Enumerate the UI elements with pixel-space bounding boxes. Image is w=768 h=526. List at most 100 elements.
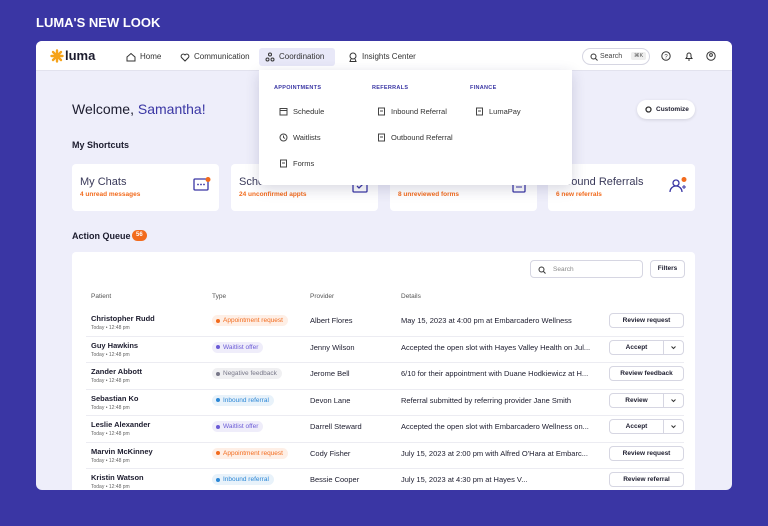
shortcut-card[interactable]: My Chats 4 unread messages [72,164,219,211]
shortcut-card[interactable]: Inbound Referrals 6 new referrals [548,164,695,211]
card-subtitle: 4 unread messages [80,191,141,198]
patient-name: Kristin Watson [91,473,144,482]
action-menu[interactable] [663,392,684,408]
action-menu[interactable] [663,419,684,434]
type-dot [216,477,220,482]
shortcuts-title: My Shortcuts [72,140,130,150]
action-button[interactable]: Accept [609,419,664,434]
row-time: Today • 12:48 pm [91,404,130,411]
icon [193,177,211,191]
queue-panel: Search Filters Patient Type Provider Detail… [72,252,695,490]
row-divider [86,441,684,443]
app-window: luma Home Communication Coordination Insigh… [36,41,732,490]
greeting: Welcome, [72,101,134,117]
row-divider [86,335,684,337]
card-title: My Chats [80,176,127,188]
action-button[interactable]: Review referral [609,472,684,487]
dropdown-item[interactable]: LumaPay [475,107,521,116]
row-time: Today • 12:48 pm [91,457,130,464]
nav-item[interactable]: Coordination [259,48,335,66]
action-button[interactable]: Accept [609,339,664,355]
column-header: Details [401,293,421,300]
action-button[interactable]: Review request [609,445,684,461]
action-button[interactable]: Review request [609,313,684,328]
column-header: Provider [310,293,335,300]
type-dot [216,345,220,349]
type-pill: Waitlist offer [212,421,264,432]
dropdown-item[interactable]: Waitlists [279,133,321,142]
bell-icon[interactable] [684,51,694,61]
type-pill: Inbound referral [212,394,274,406]
row-divider [86,388,684,390]
provider: Darrell Steward [310,422,362,431]
provider: Bessie Cooper [310,475,360,484]
type-pill: Appointment request [212,447,288,459]
action-button[interactable]: Review [609,392,664,408]
details: Accepted the open slot with Hayes Valley… [401,342,591,352]
dropdown-item[interactable]: Inbound Referral [377,107,447,116]
nav-item[interactable]: Home [120,48,167,66]
type-dot [216,318,220,323]
action-button[interactable]: Review feedback [609,366,684,381]
icon [279,133,288,142]
help-icon[interactable]: ? [661,51,671,61]
card-subtitle: 8 unreviewed forms [398,191,460,198]
action-menu[interactable] [663,339,684,355]
column-header: Type [212,293,227,300]
row-time: Today • 12:48 pm [91,378,130,384]
patient-name: Zander Abbott [91,367,142,376]
provider: Cody Fisher [310,448,351,458]
patient-name: Christopher Rudd [91,314,155,323]
details: July 15, 2023 at 2:00 pm with Alfred O'H… [401,448,588,458]
dropdown-heading: APPOINTMENTS [274,85,322,91]
icon [280,159,287,168]
row-divider [86,468,684,469]
profile-icon[interactable] [706,51,716,61]
type-pill: Inbound referral [212,474,274,485]
card-subtitle: 6 new referrals [556,191,602,198]
svg-text:?: ? [664,55,668,61]
patient-name: Sebastian Ko [91,393,139,403]
icon [476,107,483,116]
icon [265,52,275,62]
column-header: Patient [91,293,112,300]
dropdown-heading: FINANCE [470,85,497,91]
icon [671,398,676,402]
dropdown-item[interactable]: Schedule [279,107,324,116]
queue-search[interactable]: Search [530,260,643,278]
logo: luma [65,48,96,63]
search-placeholder: Search [600,53,623,60]
dropdown-item[interactable]: Outbound Referral [377,133,453,142]
nav-item[interactable]: Insights Center [342,48,422,66]
details: May 15, 2023 at 4:00 pm at Embarcadero W… [401,316,572,325]
customize-label: Customize [656,106,689,113]
icon [671,425,676,429]
welcome: Welcome, Samantha! [72,101,206,117]
icon [671,345,676,349]
queue-title: Action Queue [72,231,131,241]
dropdown-item[interactable]: Forms [279,159,314,168]
card-subtitle: 24 unconfirmed appts [239,191,307,198]
icon [180,53,190,62]
row-time: Today • 12:48 pm [91,431,130,437]
shortcut-hint: ⌘K [631,52,647,60]
queue-count: 56 [132,230,147,241]
coordination-dropdown: APPOINTMENTS Schedule Waitlists Forms REFERR… [259,70,572,185]
icon [349,52,357,62]
type-pill: Negative feedback [212,368,282,379]
filters-button[interactable]: Filters [650,260,685,278]
logo-icon [50,49,64,63]
patient-name: Guy Hawkins [91,340,139,350]
type-dot [216,451,220,455]
provider: Jenny Wilson [310,342,355,352]
patient-name: Leslie Alexander [91,420,151,429]
search-box[interactable]: Search ⌘K [582,48,650,65]
row-time: Today • 12:48 pm [91,325,130,331]
banner: LUMA'S NEW LOOK [36,15,161,30]
icon [279,108,288,116]
details: July 15, 2023 at 4:30 pm at Hayes V... [401,475,528,484]
customize-button[interactable]: Customize [637,100,695,119]
nav-item[interactable]: Communication [174,48,256,66]
type-dot [216,424,220,429]
type-dot [216,371,220,376]
